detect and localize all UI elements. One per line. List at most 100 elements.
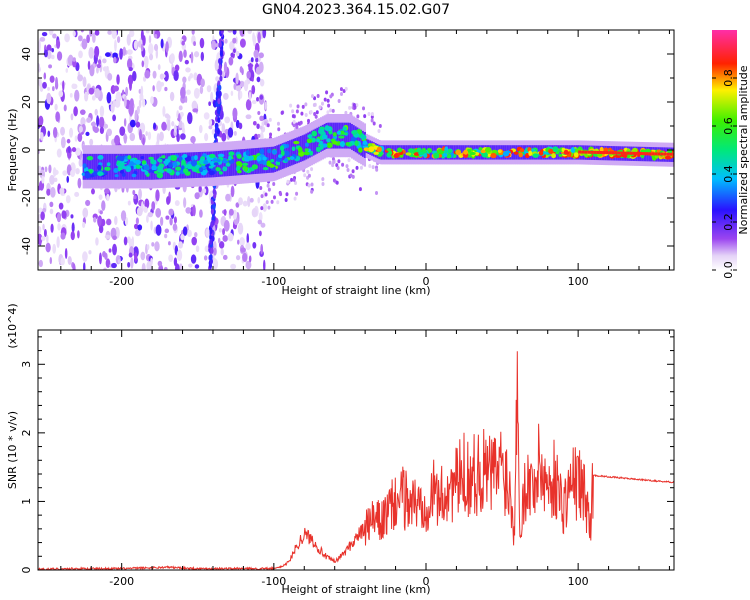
spectrogram-cell: [299, 120, 303, 125]
spectrogram-cell: [69, 93, 73, 98]
spectrogram-cell: [605, 151, 609, 155]
spectrogram-cell: [218, 90, 222, 97]
spectrogram-cell: [98, 116, 105, 129]
spectrogram-cell: [351, 123, 354, 150]
spectrogram-cell: [38, 39, 41, 51]
snr-xtick-label: -100: [261, 575, 286, 588]
spectrogram-cell: [99, 210, 103, 215]
spectrogram-cell: [64, 248, 68, 260]
spectrogram-cell: [232, 107, 238, 120]
spectrogram-cell: [370, 111, 374, 116]
spectrogram-cell: [47, 130, 51, 137]
spectrogram-cell: [144, 170, 149, 175]
spectrogram-cell: [218, 241, 225, 249]
spectrogram-cell: [70, 113, 74, 121]
spectrogram-cell: [113, 167, 119, 173]
spectrogram-cell: [228, 151, 235, 156]
spectrogram-cell: [156, 172, 164, 179]
spectrogram-cell: [370, 114, 374, 119]
spectrogram-cell: [211, 235, 215, 242]
spectrogram-cell: [469, 151, 476, 156]
spectrogram-cell: [104, 188, 110, 194]
spectrogram-cell: [360, 129, 363, 156]
spectrogram-cell: [276, 121, 280, 126]
spectrogram-cell: [480, 149, 487, 154]
spectrogram-cell: [192, 108, 199, 113]
spectrogram-cell: [60, 232, 66, 240]
spectrogram-cell: [269, 132, 273, 137]
spectrogram-cell: [490, 152, 497, 159]
spectrogram-cell: [188, 263, 193, 268]
spectrogram-cell: [349, 122, 352, 149]
spectrogram-cell: [173, 216, 177, 224]
spectrogram-cell: [325, 90, 329, 95]
spectrogram-cell: [84, 172, 91, 179]
spectrogram-cell: [49, 256, 52, 265]
spectrogram-cell: [96, 63, 102, 69]
spectrogram-cell: [262, 30, 267, 39]
spectrogram-cell: [181, 122, 185, 134]
spectrogram-cell: [375, 190, 379, 195]
spectrogram-cell: [245, 260, 252, 270]
spectrogram-cell: [170, 53, 175, 63]
spectrogram-cell: [72, 57, 76, 62]
spectrogram-cell: [94, 45, 100, 58]
spectrogram-cell: [223, 92, 229, 100]
spectrogram-cell: [383, 145, 387, 160]
spectrogram-cell: [45, 242, 51, 253]
spectrogram-cell: [159, 131, 164, 142]
spectrogram-cell: [243, 79, 249, 92]
spectrogram-cell: [280, 150, 285, 157]
spectrogram-cell: [654, 152, 658, 156]
spectrogram-cell: [328, 160, 332, 165]
spectrogram-ytick-label: 40: [20, 47, 33, 61]
spectrogram-cell: [256, 123, 260, 130]
spectrogram-cell: [138, 188, 142, 200]
spectrogram-cell: [360, 134, 367, 140]
spectrogram-cell: [78, 158, 83, 168]
spectrogram-cell: [178, 105, 183, 111]
spectrogram-cell: [153, 122, 157, 130]
spectrogram-cell: [159, 73, 165, 80]
spectrogram-cell: [378, 124, 382, 129]
spectrogram-cell: [172, 161, 178, 167]
spectrogram-cell: [551, 153, 557, 159]
spectrogram-cell: [91, 153, 94, 180]
spectrogram-cell: [193, 72, 198, 81]
spectrogram-xtick-label: -100: [261, 275, 286, 288]
spectrogram-cell: [252, 32, 255, 43]
spectrogram-cell: [171, 121, 175, 127]
spectrogram-cell: [103, 267, 107, 270]
spectrogram-cell: [307, 173, 311, 178]
spectrogram-cell: [79, 109, 86, 115]
colorbar-tick-label: 0.6: [722, 117, 735, 135]
spectrogram-cell: [44, 166, 48, 173]
spectrogram-cell: [232, 30, 237, 35]
snr-multiplier: (x10^4): [6, 303, 19, 348]
spectrogram-cell: [145, 30, 150, 34]
spectrogram-cell: [407, 148, 415, 153]
spectrogram-cell: [147, 212, 154, 218]
spectrogram-cell: [245, 114, 252, 120]
spectrogram-cell: [264, 121, 268, 126]
spectrogram-cell: [141, 60, 145, 68]
spectrogram-cell: [193, 51, 200, 58]
spectrogram-cell: [309, 110, 313, 115]
spectrogram-cell: [338, 122, 341, 149]
spectrogram-cell: [175, 171, 180, 176]
spectrogram-cell: [99, 55, 102, 61]
spectrogram-cell: [138, 128, 142, 141]
snr-xlabel: Height of straight line (km): [281, 583, 430, 596]
spectrogram-cell: [120, 210, 127, 222]
spectrogram-ytick-label: 20: [20, 95, 33, 109]
spectrogram-cell: [114, 215, 118, 226]
spectrogram-cell: [622, 153, 628, 158]
spectrogram-cell: [332, 178, 336, 183]
spectrogram-cell: [106, 193, 110, 202]
spectrogram-cell: [209, 160, 216, 167]
spectrogram-cell: [310, 167, 314, 172]
spectrogram-cell: [50, 186, 56, 198]
spectrogram-cell: [242, 200, 248, 207]
spectrogram-cell: [173, 124, 177, 133]
spectrogram-cell: [280, 110, 284, 115]
